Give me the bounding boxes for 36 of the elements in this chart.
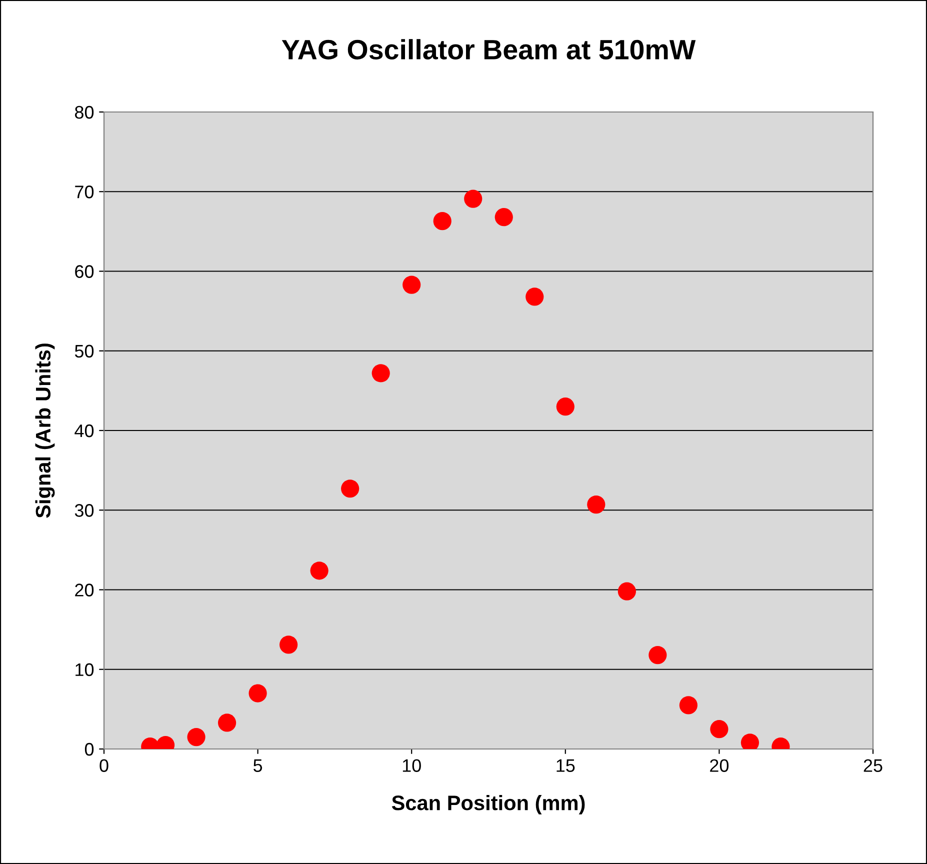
point (218, 714, 236, 732)
point (526, 288, 544, 306)
x-tick-label: 5 (254, 759, 262, 772)
chart-title: YAG Oscillator Beam at 510mW (282, 39, 696, 60)
point (494, 208, 513, 226)
y-tick-label: 30 (74, 504, 94, 517)
y-tick-label: 60 (75, 265, 94, 278)
y-tick-label: 40 (74, 424, 94, 438)
x-axis-title: Scan Position (mm) (392, 795, 585, 814)
point (402, 276, 421, 294)
point (372, 364, 390, 382)
point (433, 212, 452, 230)
point (587, 495, 606, 514)
y-axis-title: Signal (Arb Units) (35, 344, 55, 518)
point (618, 582, 636, 600)
y-tick-label: 20 (75, 584, 94, 596)
x-tick-label: 0 (100, 759, 108, 772)
point (248, 684, 267, 702)
point (187, 728, 206, 746)
x-tick-label: 20 (710, 759, 729, 772)
x-tick-label: 10 (402, 759, 421, 772)
point (280, 636, 298, 654)
x-tick-label: 15 (556, 759, 575, 772)
point (679, 696, 698, 714)
y-tick-label: 70 (75, 186, 94, 198)
x-tick-label: 25 (864, 759, 882, 772)
point (648, 646, 667, 664)
point (710, 720, 728, 738)
point (464, 190, 482, 208)
point (341, 480, 360, 498)
point (556, 398, 574, 416)
y-tick-label: 0 (84, 742, 94, 756)
y-tick-label: 50 (74, 344, 94, 358)
point (310, 562, 328, 580)
y-tick-label: 10 (76, 663, 94, 676)
y-tick-label: 80 (74, 106, 94, 119)
